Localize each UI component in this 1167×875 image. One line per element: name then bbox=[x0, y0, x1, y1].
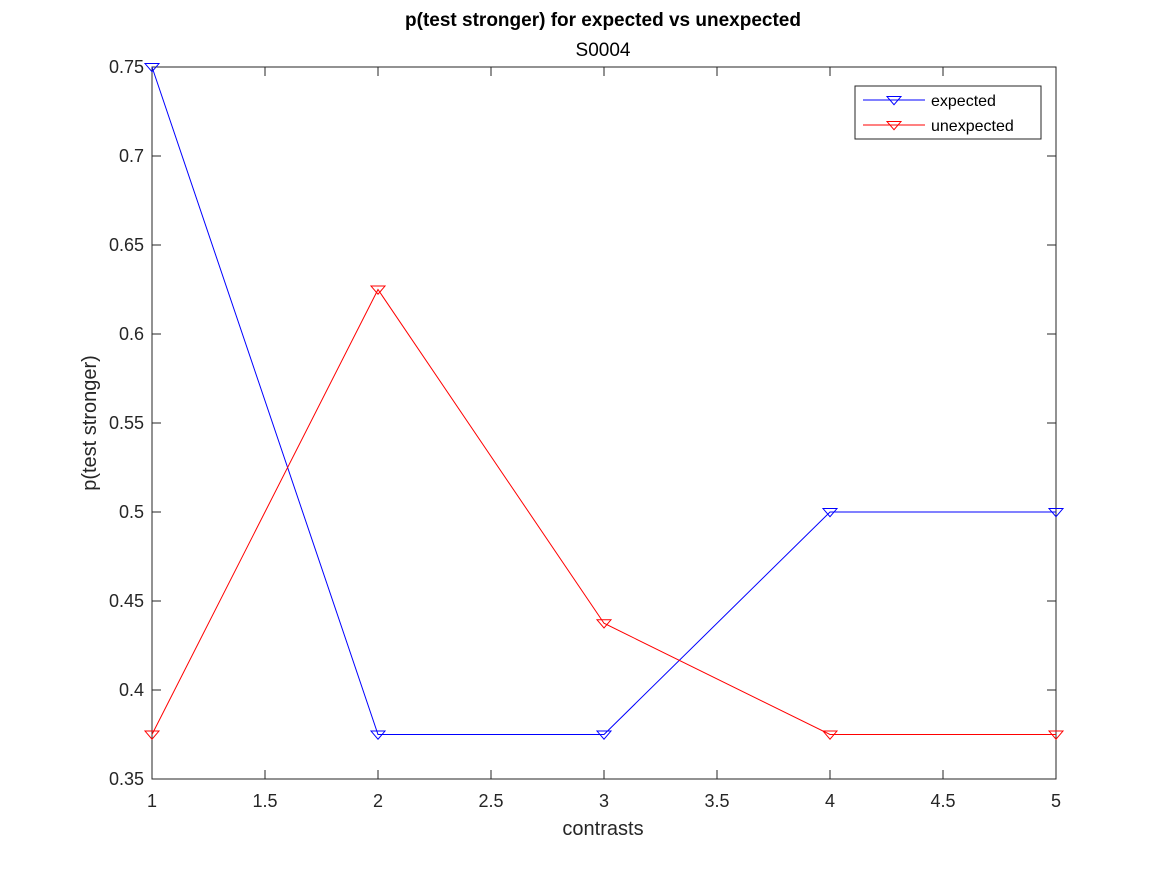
y-tick-label: 0.65 bbox=[109, 235, 144, 255]
series-line-unexpected bbox=[151, 288, 1056, 735]
legend: expected unexpected bbox=[854, 85, 1042, 140]
data-point-expected bbox=[143, 63, 161, 73]
data-point-unexpected bbox=[595, 619, 613, 629]
series-expected bbox=[143, 63, 1065, 740]
data-point-expected bbox=[369, 730, 387, 740]
x-tick-label: 2.5 bbox=[478, 791, 503, 811]
x-axis-label: contrasts bbox=[562, 818, 643, 840]
legend-label-unexpected: unexpected bbox=[931, 118, 1014, 135]
x-tick-label: 1 bbox=[147, 791, 157, 811]
y-axis-label: p(test stronger) bbox=[79, 355, 101, 491]
data-point-unexpected bbox=[369, 285, 387, 295]
y-tick-label: 0.6 bbox=[119, 324, 144, 344]
y-tick-label: 0.75 bbox=[109, 57, 144, 77]
series-unexpected bbox=[143, 285, 1065, 740]
y-tick-label: 0.55 bbox=[109, 413, 144, 433]
legend-box bbox=[854, 85, 1042, 140]
legend-marker-unexpected bbox=[885, 121, 903, 131]
legend-marker-expected bbox=[885, 96, 903, 106]
x-tick-label: 4.5 bbox=[930, 791, 955, 811]
data-point-unexpected bbox=[143, 730, 161, 740]
chart-title: p(test stronger) for expected vs unexpec… bbox=[405, 10, 801, 31]
y-tick-label: 0.7 bbox=[119, 146, 144, 166]
y-tick-label: 0.5 bbox=[119, 502, 144, 522]
data-point-unexpected bbox=[1047, 730, 1065, 740]
chart-subtitle: S0004 bbox=[576, 40, 631, 61]
plot-area: 1 1.5 2 2.5 3 3.5 4 4.5 5 0.35 0.4 0.45 0.5 0.55 0.6 0.… bbox=[109, 57, 1065, 811]
legend-label-expected: expected bbox=[931, 93, 996, 110]
data-point-expected bbox=[821, 508, 839, 518]
x-tick-label: 5 bbox=[1051, 791, 1061, 811]
axes-box bbox=[151, 66, 1057, 780]
x-tick-label: 3.5 bbox=[704, 791, 729, 811]
data-point-unexpected bbox=[821, 730, 839, 740]
series-line-expected bbox=[151, 66, 1056, 735]
data-point-expected bbox=[1047, 508, 1065, 518]
data-point-expected bbox=[595, 730, 613, 740]
x-tick-label: 3 bbox=[599, 791, 609, 811]
y-tick-label: 0.45 bbox=[109, 591, 144, 611]
x-tick-label: 2 bbox=[373, 791, 383, 811]
y-tick-label: 0.35 bbox=[109, 769, 144, 789]
y-tick-label: 0.4 bbox=[119, 680, 144, 700]
x-tick-label: 1.5 bbox=[252, 791, 277, 811]
x-tick-label: 4 bbox=[825, 791, 835, 811]
